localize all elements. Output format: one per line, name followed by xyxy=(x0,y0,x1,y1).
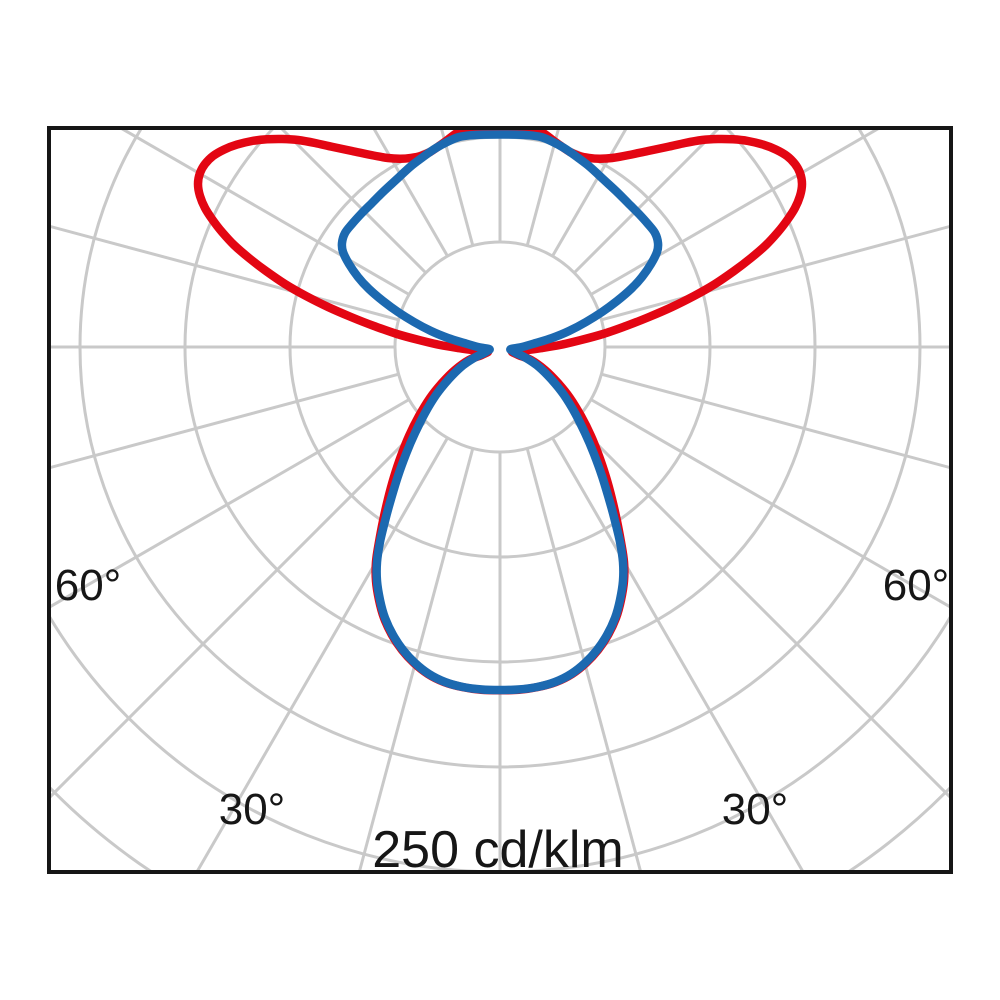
grid-spoke-120deg xyxy=(590,128,883,296)
grid-spoke-105deg xyxy=(601,224,951,322)
angle-label-60-right: 60° xyxy=(883,561,950,610)
angle-label-30-right: 30° xyxy=(722,785,789,834)
grid-spoke-195deg xyxy=(439,128,475,246)
axis-labels: 60° 60° 30° 30° 250 cd/klm xyxy=(55,561,950,879)
grid-spoke-300deg xyxy=(49,398,410,610)
grid-spoke-255deg xyxy=(49,224,399,322)
grid-spoke-15deg xyxy=(525,448,643,872)
grid-spoke-315deg xyxy=(49,420,427,801)
grid-spoke-60deg xyxy=(590,398,951,610)
grid-ring-250 xyxy=(393,240,607,454)
blue-curve xyxy=(337,130,663,695)
angle-label-60-left: 60° xyxy=(55,561,122,610)
scale-unit-label: 250 cd/klm xyxy=(372,821,623,879)
grid-spoke-75deg xyxy=(601,372,951,470)
grid-spoke-45deg xyxy=(573,420,951,801)
grid-spoke-165deg xyxy=(525,128,561,246)
grid-spoke-30deg xyxy=(551,437,805,872)
plot-border xyxy=(47,126,953,874)
grid-spoke-330deg xyxy=(195,437,449,872)
grid-spoke-285deg xyxy=(49,372,399,470)
grid-spoke-240deg xyxy=(117,128,410,296)
angle-label-30-left: 30° xyxy=(219,785,286,834)
grid-spoke-345deg xyxy=(357,448,475,872)
intensity-curves xyxy=(193,128,807,695)
grid-spoke-225deg xyxy=(278,128,427,274)
grid-spoke-135deg xyxy=(573,128,722,274)
